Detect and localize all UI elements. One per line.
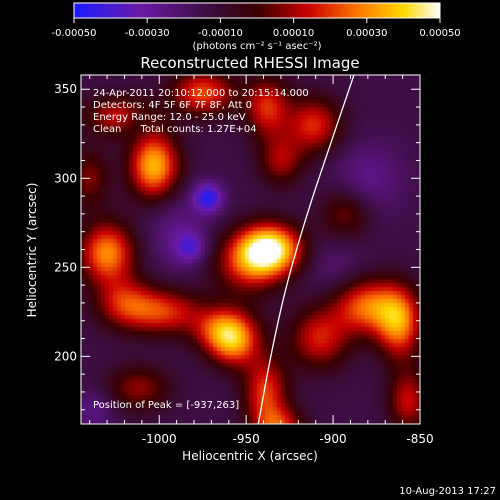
colorbar-gradient xyxy=(73,2,441,19)
plot-area: -1000 -950 -900 -850 200 250 300 350 24-Apr-201… xyxy=(54,74,434,446)
y-tick-label: 300 xyxy=(54,171,77,185)
colorbar-tick-label: 0.00010 xyxy=(273,28,314,39)
colorbar-ticks: -0.00050 -0.00030 -0.00010 0.00010 0.00030 0.… xyxy=(52,18,461,39)
peak-position-label: Position of Peak = [-937,263] xyxy=(93,400,239,411)
colorbar-tick-label: 0.00050 xyxy=(419,28,460,39)
y-tick-label: 250 xyxy=(54,260,77,274)
colorbar: -0.00050 -0.00030 -0.00010 0.00010 0.00030 0.… xyxy=(52,2,461,52)
axis-ticks: -1000 -950 -900 -850 200 250 300 350 xyxy=(54,75,434,446)
colorbar-unit-label: (photons cm⁻² s⁻¹ asec⁻²) xyxy=(192,41,321,52)
x-axis-label: Heliocentric X (arcsec) xyxy=(182,449,318,463)
colorbar-tick-label: 0.00030 xyxy=(346,28,387,39)
annotation-time-range: 24-Apr-2011 20:10:12.000 to 20:15:14.000 xyxy=(93,88,309,99)
annotation-total-counts: Clean Total counts: 1.27E+04 xyxy=(93,124,257,135)
solar-limb-line xyxy=(257,75,355,424)
x-tick-label: -1000 xyxy=(142,432,177,446)
chart-title: Reconstructed RHESSI Image xyxy=(140,54,359,72)
footer-date: 10-Aug-2013 17:27 xyxy=(399,486,496,497)
y-tick-label: 200 xyxy=(54,349,77,363)
colorbar-tick-label: -0.00010 xyxy=(198,28,243,39)
heatmap-image xyxy=(81,75,420,424)
x-tick-label: -950 xyxy=(233,432,260,446)
annotation-energy-range: Energy Range: 12.0 - 25.0 keV xyxy=(93,112,246,123)
x-tick-label: -850 xyxy=(406,432,433,446)
colorbar-tick-label: -0.00030 xyxy=(125,28,170,39)
annotation-detectors: Detectors: 4F 5F 6F 7F 8F, Att 0 xyxy=(93,100,252,111)
y-tick-label: 350 xyxy=(54,82,77,96)
y-axis-label: Heliocentric Y (arcsec) xyxy=(25,183,39,318)
colorbar-tick-label: -0.00050 xyxy=(52,28,97,39)
x-tick-label: -900 xyxy=(319,432,346,446)
